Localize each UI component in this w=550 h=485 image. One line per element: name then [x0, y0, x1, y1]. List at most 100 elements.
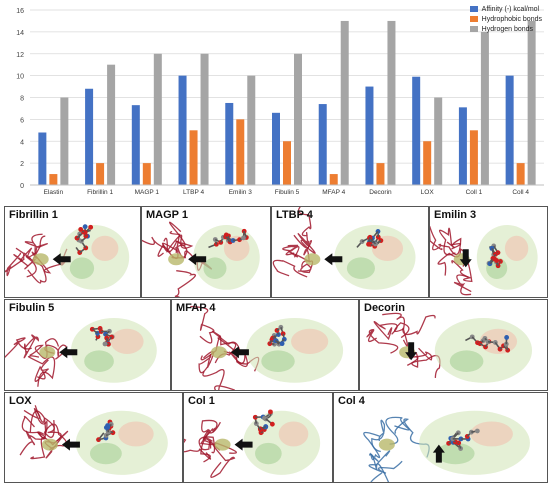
- bar: [142, 163, 151, 185]
- protein-ribbon: [297, 207, 312, 242]
- bar: [318, 104, 327, 185]
- legend-label-hydrophobic: Hydrophobic bonds: [481, 15, 542, 23]
- ligand-atom: [504, 335, 510, 340]
- pointer-arrow-icon: [432, 444, 445, 463]
- x-tick-label: MAGP 1: [135, 189, 160, 196]
- ligand-atom: [78, 227, 84, 232]
- bar: [480, 31, 489, 185]
- bar: [247, 75, 256, 185]
- ligand-atom: [485, 339, 491, 345]
- pocket-surface-patch: [69, 257, 95, 279]
- protein-ribbon: [43, 419, 67, 451]
- protein-ribbon: [293, 232, 316, 254]
- panel-label-col1: Col 1: [188, 395, 215, 407]
- pocket-surface: [434, 318, 533, 383]
- docking-image-fibulin5: [5, 318, 157, 387]
- panel-label-ltbp4: LTBP 4: [276, 209, 313, 221]
- protein-ribbon: [373, 321, 398, 341]
- bar: [527, 20, 536, 185]
- panel-mfap4: MFAP 4: [171, 299, 359, 391]
- protein-ribbon: [368, 453, 390, 482]
- protein-ribbon: [27, 355, 56, 387]
- y-tick-label: 4: [20, 139, 24, 146]
- panel-decorin: Decorin: [359, 299, 548, 391]
- bar: [85, 88, 94, 185]
- panel-emilin3: Emilin 3: [429, 206, 548, 298]
- legend-swatch-affinity: [469, 6, 478, 12]
- binding-site: [304, 253, 321, 266]
- bar: [412, 76, 421, 185]
- x-tick-label: MFAP 4: [322, 189, 345, 196]
- bar: [365, 86, 374, 185]
- bar: [387, 20, 396, 185]
- y-tick-label: 6: [20, 117, 24, 124]
- pocket-surface-patch: [291, 328, 329, 354]
- ligand-atom: [253, 421, 259, 427]
- legend-swatch-hydrogen: [469, 26, 478, 32]
- panel-ltbp4: LTBP 4: [271, 206, 429, 298]
- ligand-atom: [458, 436, 464, 442]
- ligand-atom: [450, 436, 456, 442]
- protein-ribbon: [282, 244, 300, 258]
- panel-label-fibrillin1: Fibrillin 1: [9, 209, 58, 221]
- protein-ribbon: [371, 419, 386, 453]
- ligand-atom: [104, 335, 110, 341]
- pocket-surface-patch: [255, 442, 282, 465]
- protein-ribbon: [385, 416, 410, 445]
- protein-ribbon: [174, 270, 196, 297]
- ligand-atom: [375, 234, 381, 240]
- bar: [423, 141, 432, 185]
- ligand-atom: [102, 341, 108, 347]
- y-tick-label: 16: [16, 8, 24, 15]
- y-tick-label: 0: [20, 183, 24, 190]
- bar: [340, 20, 349, 185]
- pocket-surface-patch: [278, 421, 309, 447]
- bar: [505, 75, 514, 185]
- y-tick-label: 12: [16, 52, 24, 59]
- pocket-surface: [75, 410, 168, 475]
- panel-col4: Col 4: [333, 392, 548, 483]
- pocket-surface-patch: [449, 350, 484, 372]
- y-tick-label: 14: [16, 30, 24, 37]
- panel-label-fibulin5: Fibulin 5: [9, 302, 55, 314]
- pocket-surface-patch: [436, 442, 475, 465]
- ligand-atom: [268, 409, 273, 415]
- protein-ribbon: [198, 350, 214, 374]
- protein-ribbon: [5, 337, 32, 359]
- pocket-surface: [419, 410, 530, 475]
- ligand-atom: [366, 241, 371, 247]
- ligand-atom: [82, 224, 88, 230]
- y-tick-label: 8: [20, 96, 24, 103]
- bar: [376, 163, 385, 185]
- protein-ribbon: [210, 444, 236, 478]
- protein-ribbon: [453, 274, 472, 296]
- pocket-surface-patch: [110, 328, 144, 354]
- pointer-arrow-icon: [188, 253, 207, 266]
- x-tick-label: Fibulin 5: [275, 189, 300, 196]
- panel-fibrillin1: Fibrillin 1: [4, 206, 141, 298]
- docking-image-col1: [184, 409, 321, 478]
- bar: [153, 53, 162, 185]
- bar: [469, 130, 478, 185]
- protein-ribbon: [29, 338, 60, 359]
- bar: [38, 132, 47, 185]
- pointer-arrow-icon: [324, 253, 343, 266]
- pocket-surface-patch: [346, 257, 375, 279]
- protein-ribbon: [202, 369, 235, 390]
- bar: [200, 53, 209, 185]
- ligand-atom: [88, 224, 94, 230]
- pocket-surface-patch: [89, 442, 122, 465]
- panel-fibulin5: Fibulin 5: [4, 299, 171, 391]
- pocket-surface: [71, 318, 157, 383]
- pocket-surface: [243, 410, 321, 475]
- protein-ribbon: [142, 236, 179, 260]
- panel-lox: LOX: [4, 392, 183, 483]
- bar: [283, 141, 291, 185]
- protein-ribbon: [451, 259, 473, 283]
- bar: [294, 53, 302, 185]
- protein-ribbon: [19, 430, 46, 456]
- pointer-arrow-icon: [59, 346, 78, 359]
- legend-swatch-hydrophobic: [469, 16, 478, 22]
- panel-label-decorin: Decorin: [364, 302, 405, 314]
- protein-ribbon: [363, 431, 381, 462]
